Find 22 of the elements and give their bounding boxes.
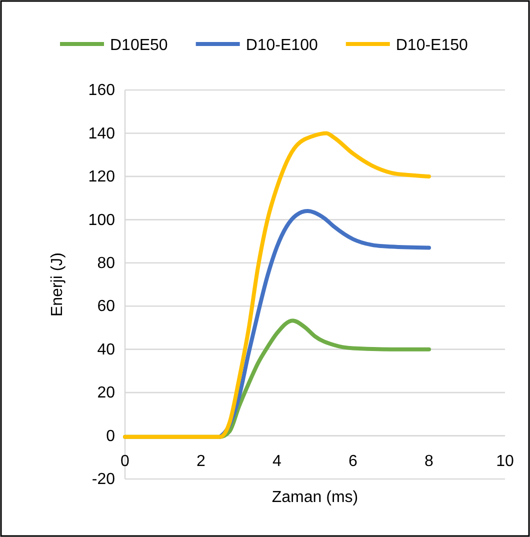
y-tick-label: 120 <box>88 168 116 186</box>
y-tick-label: 140 <box>88 125 116 142</box>
x-tick-label: 4 <box>272 453 282 470</box>
legend-label: D10E50 <box>110 37 168 54</box>
line-series <box>123 131 431 439</box>
y-tick-label: -20 <box>92 471 116 488</box>
y-axis-title: Enerji (J) <box>49 252 66 317</box>
y-tick-label: 40 <box>97 341 116 358</box>
x-tick-label: 6 <box>348 453 358 470</box>
legend-label: D10-E150 <box>396 37 468 54</box>
y-tick-label: 80 <box>97 255 116 272</box>
x-axis-title: Zaman (ms) <box>272 489 358 506</box>
y-tick-label: 100 <box>88 212 116 229</box>
y-tick-label: 20 <box>97 384 116 402</box>
y-tick-label: 60 <box>97 298 116 316</box>
x-tick-label: 10 <box>496 453 514 470</box>
x-tick-label: 2 <box>196 453 206 470</box>
x-tick-label: 8 <box>424 453 434 470</box>
x-tick-label: 0 <box>120 453 130 470</box>
legend-label: D10-E100 <box>246 37 318 54</box>
y-tick-label: 160 <box>88 82 116 100</box>
y-tick-label: 0 <box>106 428 116 445</box>
